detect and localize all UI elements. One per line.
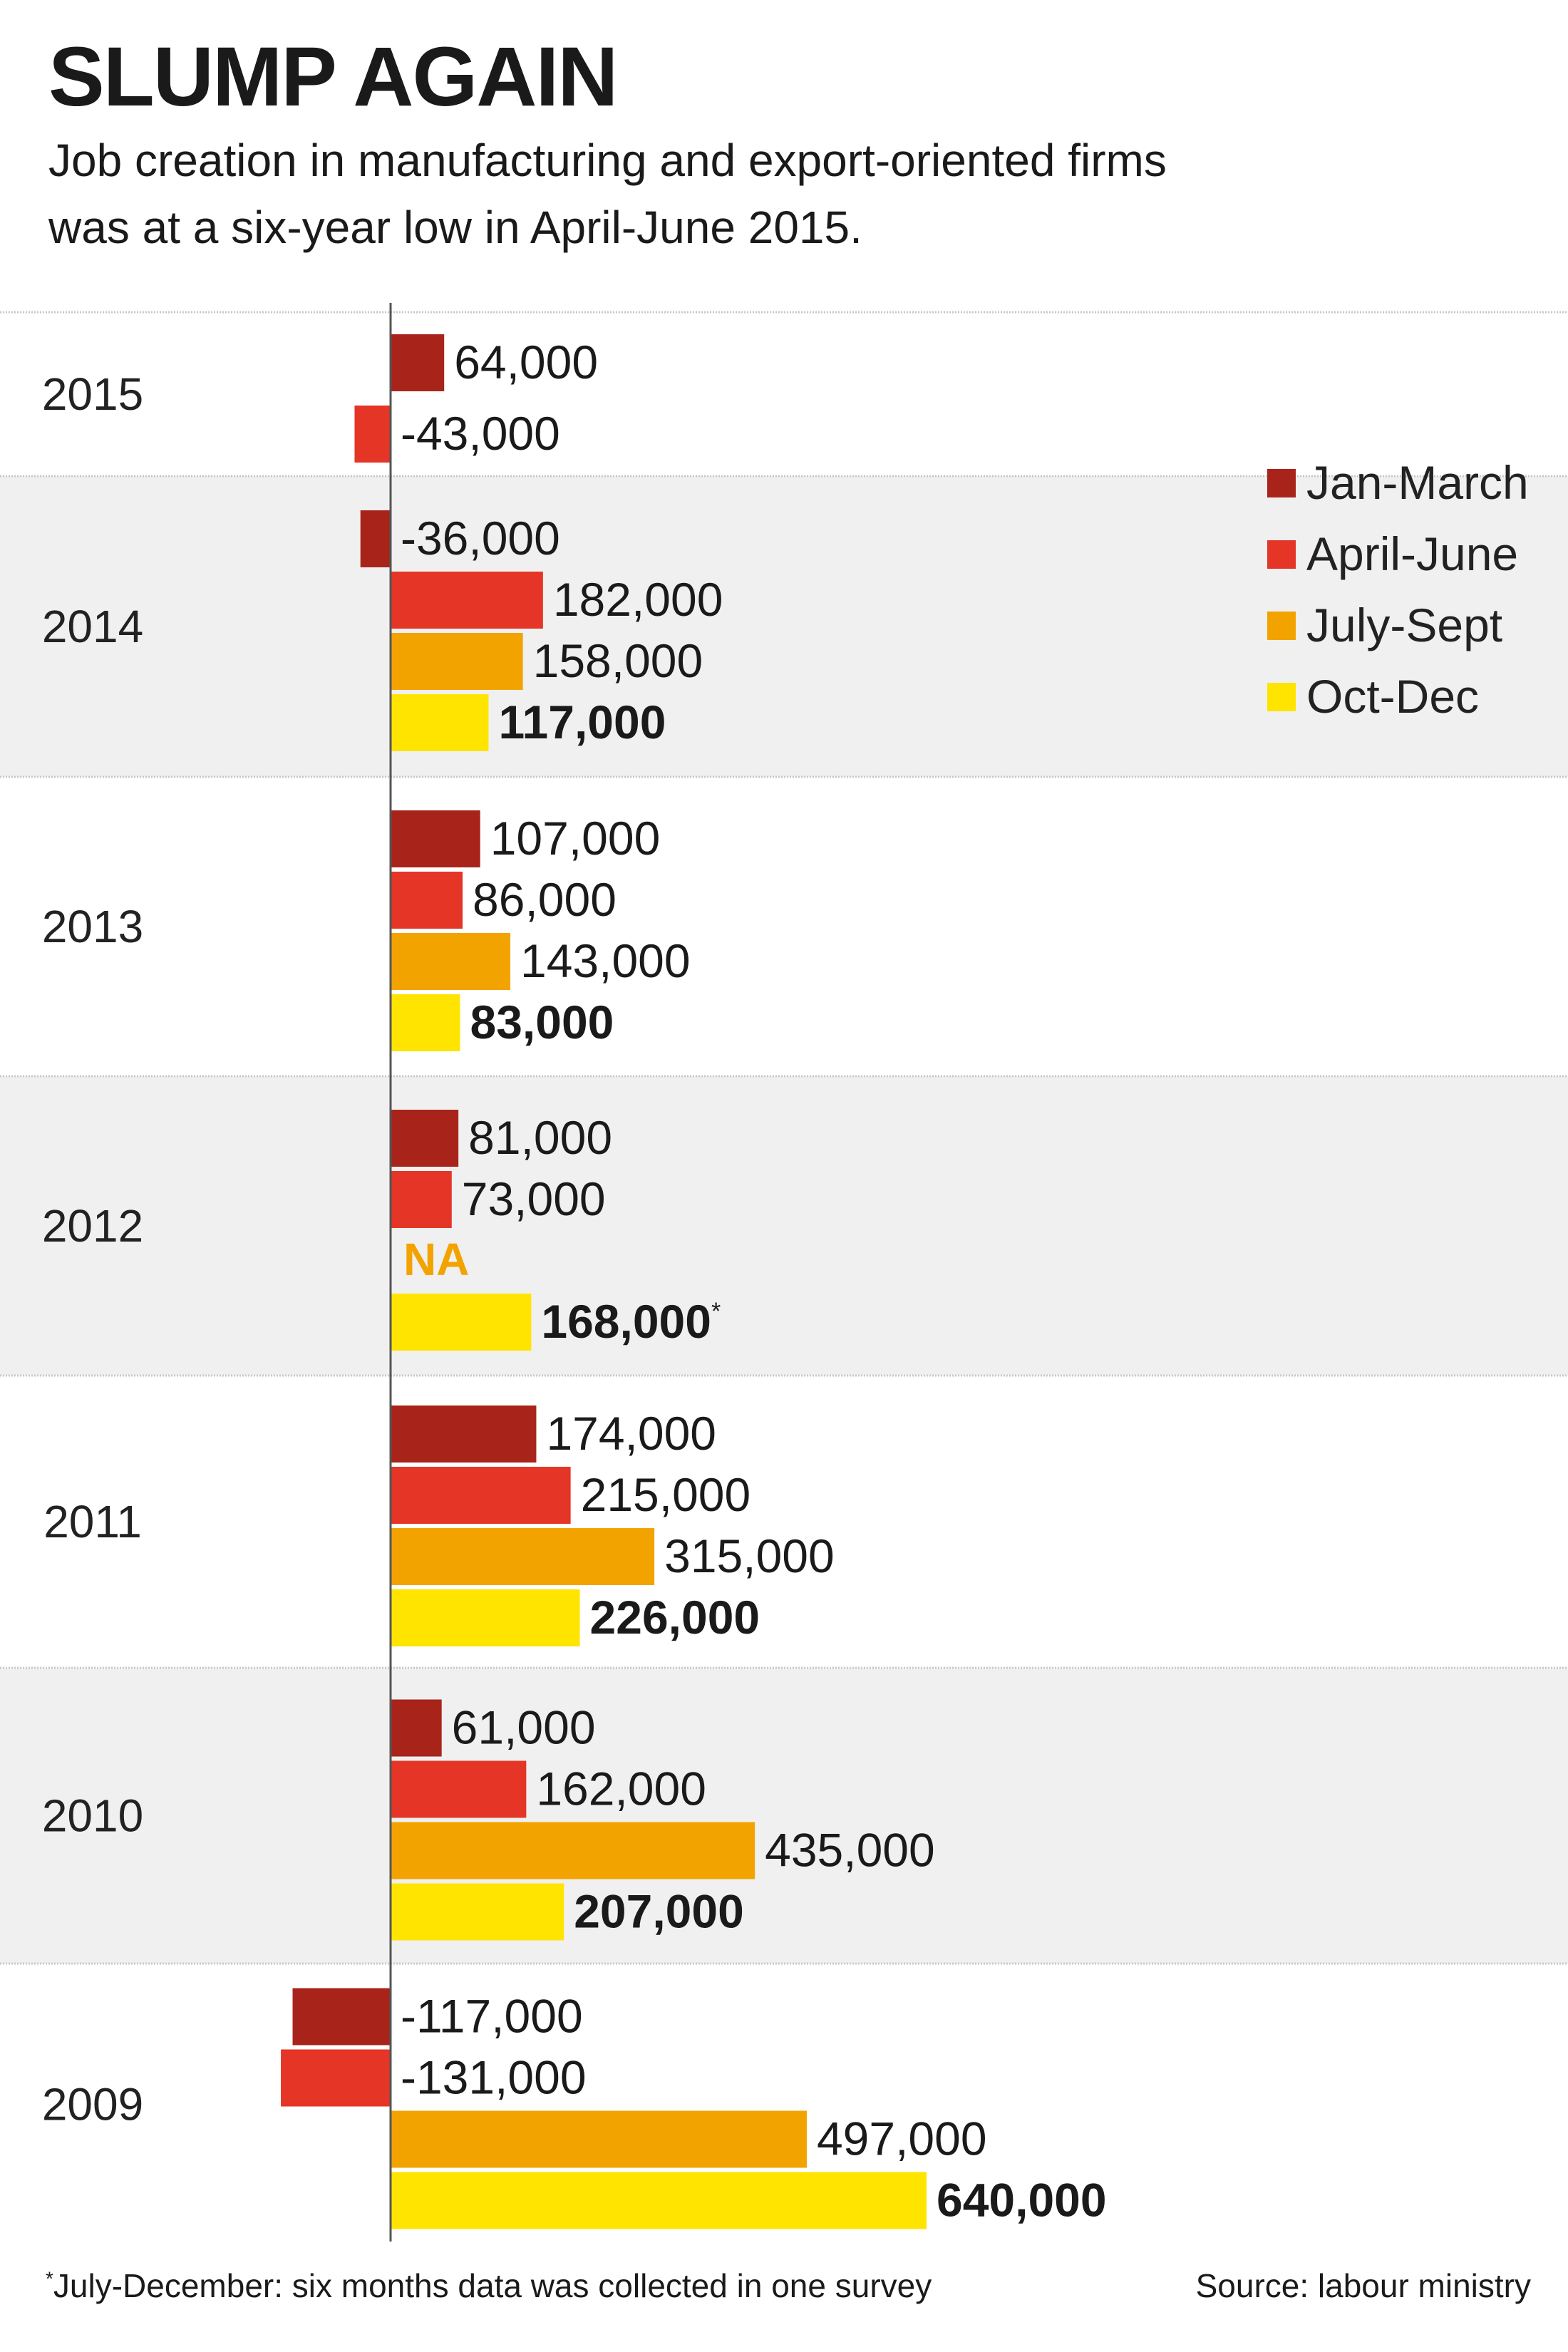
value-label-2014-jan-march: -36,000 (401, 512, 560, 564)
value-label-2013-july-sept: 143,000 (520, 934, 691, 987)
bar-2011-jan-march (391, 1405, 537, 1463)
year-label-2011: 2011 (43, 1496, 142, 1547)
value-label-2012-jan-march: 81,000 (468, 1111, 612, 1164)
bar-2010-oct-dec (391, 1883, 564, 1941)
bar-2013-oct-dec (391, 994, 460, 1051)
value-label-2010-april-june: 162,000 (536, 1763, 706, 1815)
value-label-2009-july-sept: 497,000 (817, 2113, 987, 2165)
bar-2012-april-june (391, 1171, 452, 1228)
chart-subtitle: Job creation in manufacturing and export… (48, 135, 1167, 253)
year-label-2009: 2009 (42, 2079, 143, 2130)
value-label-2011-july-sept: 315,000 (664, 1530, 835, 1582)
year-label-2012: 2012 (42, 1200, 143, 1252)
bar-2009-april-june (281, 2049, 391, 2107)
legend-swatch-april-june (1267, 540, 1296, 569)
bar-2011-july-sept (391, 1528, 655, 1585)
value-label-2014-oct-dec: 117,000 (498, 696, 666, 748)
bar-2014-april-june (391, 572, 543, 629)
legend-swatch-july-sept (1267, 612, 1296, 640)
footnote: *July-December: six months data was coll… (46, 2266, 932, 2305)
year-label-2015: 2015 (42, 368, 143, 420)
value-label-2010-oct-dec: 207,000 (574, 1885, 744, 1938)
bar-2009-july-sept (391, 2110, 807, 2168)
value-label-2012-april-june: 73,000 (462, 1172, 606, 1225)
value-label-2015-jan-march: 64,000 (454, 336, 598, 388)
legend-swatch-oct-dec (1267, 683, 1296, 711)
source-credit: Source: labour ministry (1195, 2267, 1531, 2304)
value-label-2014-april-june: 182,000 (553, 573, 723, 626)
bar-2010-april-june (391, 1760, 527, 1818)
bar-2010-july-sept (391, 1822, 755, 1879)
value-label-2013-oct-dec: 83,000 (470, 996, 614, 1048)
bar-2010-jan-march (391, 1699, 442, 1757)
legend-label-april-june: April-June (1306, 527, 1518, 580)
bar-2012-oct-dec (391, 1294, 532, 1351)
bar-2014-oct-dec (391, 694, 489, 751)
value-label-2010-july-sept: 435,000 (765, 1824, 935, 1877)
bar-2011-oct-dec (391, 1589, 580, 1646)
year-band-2010 (0, 1668, 1568, 1964)
year-label-2013: 2013 (42, 901, 143, 952)
value-label-2009-april-june: -131,000 (401, 2051, 587, 2104)
na-label-2012: NA (403, 1234, 469, 1285)
year-label-2010: 2010 (42, 1790, 143, 1842)
value-label-2013-jan-march: 107,000 (490, 812, 661, 865)
bar-2013-jan-march (391, 810, 480, 867)
value-label-2013-april-june: 86,000 (473, 873, 617, 926)
legend-label-july-sept: July-Sept (1306, 599, 1502, 651)
legend-swatch-jan-march (1267, 469, 1296, 497)
value-label-2011-april-june: 215,000 (581, 1468, 751, 1521)
legend-label-oct-dec: Oct-Dec (1306, 670, 1479, 723)
value-label-2015-april-june: -43,000 (401, 407, 560, 460)
year-label-2014: 2014 (42, 601, 143, 652)
bar-2009-oct-dec (391, 2172, 927, 2229)
bar-2014-jan-march (360, 510, 391, 567)
bar-2015-april-june (354, 406, 391, 463)
value-label-2011-oct-dec: 226,000 (590, 1591, 760, 1644)
bar-2015-jan-march (391, 334, 445, 391)
legend-label-jan-march: Jan-March (1306, 456, 1529, 509)
year-band-2012 (0, 1076, 1568, 1376)
value-label-2011-jan-march: 174,000 (546, 1407, 716, 1460)
value-label-2010-jan-march: 61,000 (452, 1701, 596, 1754)
chart-title: SLUMP AGAIN (48, 30, 618, 124)
bar-2013-april-june (391, 872, 463, 929)
value-label-2009-jan-march: -117,000 (401, 1990, 583, 2043)
value-label-2009-oct-dec: 640,000 (937, 2174, 1107, 2227)
bar-2009-jan-march (292, 1988, 391, 2046)
footnote-marker: * (46, 2267, 53, 2290)
footnote-text: July-December: six months data was colle… (53, 2267, 932, 2304)
bar-2014-july-sept (391, 633, 523, 690)
footnote-ref: * (711, 1298, 721, 1325)
value-label-2012-oct-dec: 168,000* (541, 1295, 721, 1348)
year-band-2014 (0, 476, 1568, 777)
bar-2012-jan-march (391, 1110, 459, 1167)
bar-2011-april-june (391, 1467, 571, 1524)
value-label-2014-july-sept: 158,000 (533, 634, 703, 687)
bar-2013-july-sept (391, 933, 511, 990)
